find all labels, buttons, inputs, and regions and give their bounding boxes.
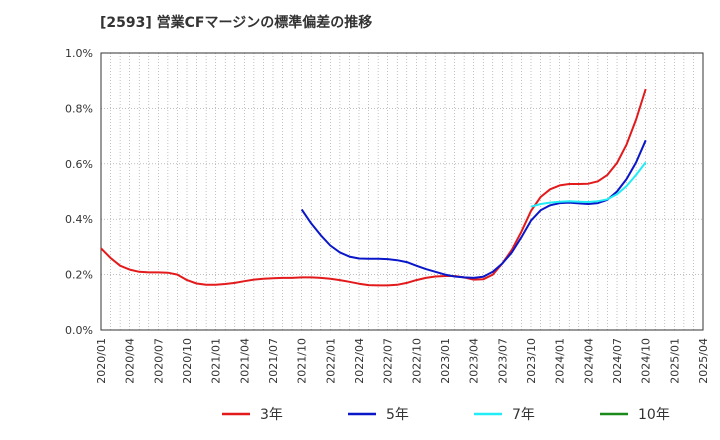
x-tick-label: 2021/10	[296, 338, 309, 384]
x-tick-label: 2022/01	[324, 338, 337, 384]
x-tick-label: 2024/01	[554, 338, 567, 384]
x-tick-label: 2020/04	[124, 338, 137, 384]
plot-frame	[100, 52, 704, 331]
series-line	[530, 161, 647, 208]
x-tick-label: 2022/07	[382, 338, 395, 384]
y-tick-label: 0.6%	[65, 158, 93, 171]
x-tick-label: 2025/04	[697, 338, 710, 384]
x-tick-label: 2021/04	[238, 338, 251, 384]
legend-label: 7年	[512, 407, 535, 423]
y-tick-label: 1.0%	[65, 47, 93, 60]
x-tick-label: 2020/01	[95, 338, 108, 384]
x-tick-label: 2021/07	[267, 338, 280, 384]
y-tick-label: 0.0%	[65, 324, 93, 337]
x-tick-label: 2024/04	[582, 338, 595, 384]
chart-title: [2593] 営業CFマージンの標準偏差の推移	[100, 15, 373, 31]
plot-area	[101, 53, 703, 330]
x-tick-label: 2023/10	[525, 338, 538, 384]
x-tick-label: 2022/04	[353, 338, 366, 384]
x-tick-label: 2023/07	[496, 338, 509, 384]
x-tick-label: 2021/01	[210, 338, 223, 384]
series-line	[100, 88, 647, 287]
x-tick-label: 2024/07	[611, 338, 624, 384]
x-tick-label: 2025/01	[668, 338, 681, 384]
legend-label: 10年	[638, 407, 670, 423]
legend-label: 5年	[386, 407, 409, 423]
x-tick-label: 2020/07	[152, 338, 165, 384]
x-tick-label: 2023/01	[439, 338, 452, 384]
y-tick-label: 0.2%	[65, 269, 93, 282]
x-tick-label: 2024/10	[640, 338, 653, 384]
y-tick-label: 0.4%	[65, 213, 93, 226]
legend-label: 3年	[260, 407, 283, 423]
x-tick-label: 2022/10	[410, 338, 423, 384]
x-tick-label: 2023/04	[468, 338, 481, 384]
y-tick-label: 0.8%	[65, 102, 93, 115]
series-line	[300, 139, 647, 279]
x-tick-label: 2020/10	[181, 338, 194, 384]
